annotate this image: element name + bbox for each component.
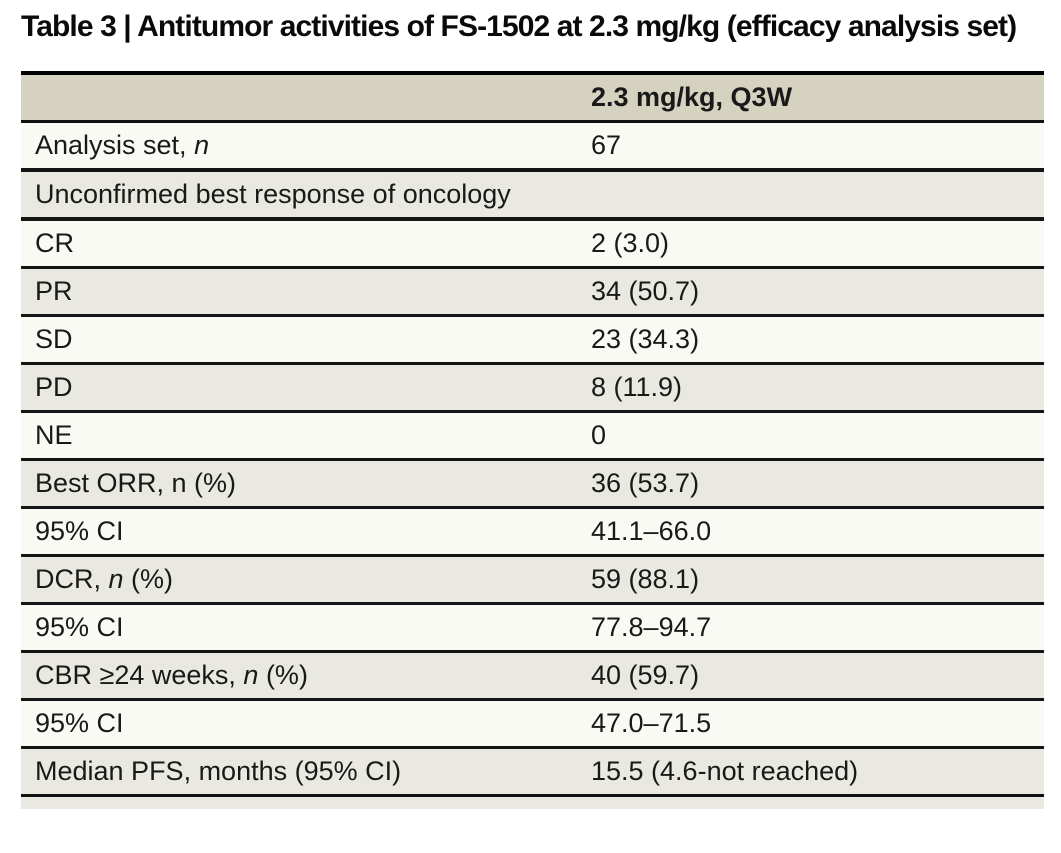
row-value: 2 (3.0) xyxy=(582,219,1044,269)
row-label-text: Analysis set, xyxy=(35,130,195,160)
row-label-italic: n xyxy=(108,564,124,594)
header-empty-cell xyxy=(21,73,582,123)
row-label: 95% CI xyxy=(21,603,582,653)
row-label: CR xyxy=(21,219,582,269)
row-label-text: DCR, xyxy=(35,564,109,594)
row-value: 34 (50.7) xyxy=(582,267,1044,317)
row-value: 47.0–71.5 xyxy=(582,699,1044,749)
table-row: CR 2 (3.0) xyxy=(21,219,1044,269)
row-label-text: 95% CI xyxy=(35,612,124,642)
table-row: DCR, n (%) 59 (88.1) xyxy=(21,555,1044,605)
row-value: 36 (53.7) xyxy=(582,459,1044,509)
row-label-italic: n xyxy=(243,660,259,690)
table-row: Best ORR, n (%) 36 (53.7) xyxy=(21,459,1044,509)
table-header-row: 2.3 mg/kg, Q3W xyxy=(21,73,1044,123)
page-title: Table 3 | Antitumor activities of FS-150… xyxy=(21,10,1017,43)
row-value: 23 (34.3) xyxy=(582,315,1044,365)
row-label-text: NE xyxy=(35,420,73,450)
section-header-label: Unconfirmed best response of oncology xyxy=(21,170,1044,221)
row-label: CBR ≥24 weeks, n (%) xyxy=(21,651,582,701)
row-label-text: PD xyxy=(35,372,73,402)
row-value: 59 (88.1) xyxy=(582,555,1044,605)
table-row: 95% CI 77.8–94.7 xyxy=(21,603,1044,653)
row-label-italic: n xyxy=(194,130,210,160)
row-label: NE xyxy=(21,411,582,461)
row-label-text: 95% CI xyxy=(35,516,124,546)
section-header-row: Unconfirmed best response of oncology xyxy=(21,170,1044,221)
table-row: 95% CI 41.1–66.0 xyxy=(21,507,1044,557)
row-label-text: Best ORR, n (%) xyxy=(35,468,237,498)
table-row: PD 8 (11.9) xyxy=(21,363,1044,413)
row-label: PD xyxy=(21,363,582,413)
row-label-text: Median PFS, months (95% CI) xyxy=(35,756,402,786)
row-value: 40 (59.7) xyxy=(582,651,1044,701)
row-label-text: SD xyxy=(35,324,73,354)
row-label-text: CBR ≥24 weeks, xyxy=(35,660,244,690)
table-row: SD 23 (34.3) xyxy=(21,315,1044,365)
row-label-suffix: (%) xyxy=(123,564,174,594)
row-label: 95% CI xyxy=(21,699,582,749)
row-label: PR xyxy=(21,267,582,317)
results-table: 2.3 mg/kg, Q3W Analysis set, n 67 Unconf… xyxy=(21,71,1044,797)
row-label-text: CR xyxy=(35,228,74,258)
row-value: 41.1–66.0 xyxy=(582,507,1044,557)
row-value: 0 xyxy=(582,411,1044,461)
table-footer-strip xyxy=(21,797,1044,809)
table-row: NE 0 xyxy=(21,411,1044,461)
row-label-text: PR xyxy=(35,276,73,306)
row-value: 15.5 (4.6-not reached) xyxy=(582,747,1044,796)
header-dose-cell: 2.3 mg/kg, Q3W xyxy=(582,73,1044,123)
row-label: Analysis set, n xyxy=(21,121,582,172)
row-label: SD xyxy=(21,315,582,365)
row-value: 8 (11.9) xyxy=(582,363,1044,413)
row-label: Best ORR, n (%) xyxy=(21,459,582,509)
page: Table 3 | Antitumor activities of FS-150… xyxy=(21,10,1044,809)
row-label: DCR, n (%) xyxy=(21,555,582,605)
table-row: Median PFS, months (95% CI) 15.5 (4.6-no… xyxy=(21,747,1044,796)
row-label: Median PFS, months (95% CI) xyxy=(21,747,582,796)
table-row: CBR ≥24 weeks, n (%) 40 (59.7) xyxy=(21,651,1044,701)
row-label-suffix: (%) xyxy=(258,660,308,690)
table-row: PR 34 (50.7) xyxy=(21,267,1044,317)
row-label: 95% CI xyxy=(21,507,582,557)
row-value: 77.8–94.7 xyxy=(582,603,1044,653)
row-label-text: 95% CI xyxy=(35,708,124,738)
table-row: 95% CI 47.0–71.5 xyxy=(21,699,1044,749)
table-row: Analysis set, n 67 xyxy=(21,121,1044,172)
row-value: 67 xyxy=(582,121,1044,172)
